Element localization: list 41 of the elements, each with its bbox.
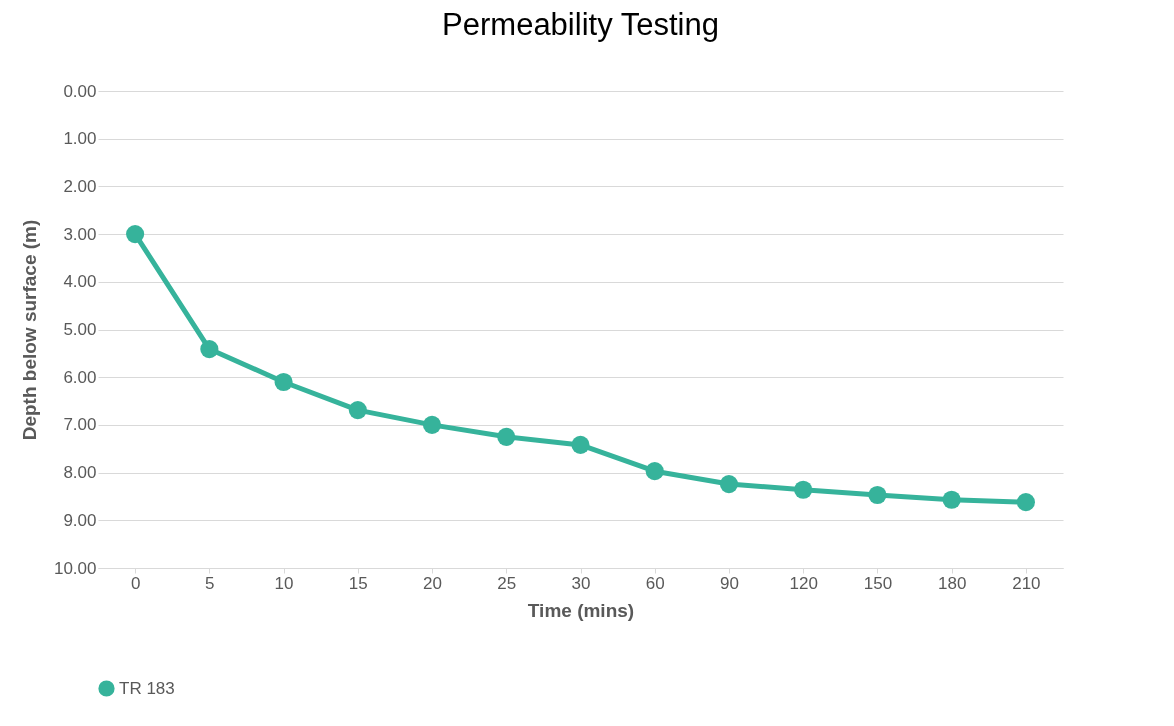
y-tick-label: 7.00 xyxy=(63,415,97,435)
y-tick-label: 1.00 xyxy=(63,129,97,149)
x-tick-label: 25 xyxy=(497,573,517,593)
point xyxy=(422,415,442,434)
y-tick-label: 4.00 xyxy=(63,272,97,292)
point xyxy=(645,462,664,481)
x-tick-label: 180 xyxy=(937,573,967,593)
point xyxy=(868,485,887,505)
point xyxy=(942,490,961,509)
point xyxy=(497,427,516,446)
y-tick-label: 5.00 xyxy=(63,320,97,339)
y-tick-label: 6.00 xyxy=(63,367,97,387)
legend-label: TR 183 xyxy=(119,678,175,698)
y-tick-label: 2.00 xyxy=(63,176,97,196)
point xyxy=(719,474,739,494)
x-tick-label: 10 xyxy=(274,573,294,593)
y-tick-label: 3.00 xyxy=(63,224,97,244)
y-tick-label: 10.00 xyxy=(53,558,97,578)
x-tick-label: 90 xyxy=(720,573,739,593)
x-tick-label: 30 xyxy=(571,573,591,593)
point xyxy=(274,372,293,392)
point xyxy=(126,225,145,244)
point xyxy=(200,339,219,359)
point xyxy=(571,435,590,454)
x-tick-label: 20 xyxy=(423,573,442,593)
x-axis-title: Time (mins) xyxy=(527,599,635,621)
x-tick-label: 5 xyxy=(205,573,215,593)
point xyxy=(1016,493,1035,512)
y-tick-label: 9.00 xyxy=(63,510,97,530)
y-tick-label: 0.00 xyxy=(63,81,97,101)
x-tick-label: 0 xyxy=(130,573,141,593)
chart-title: Permeability Testing xyxy=(442,7,719,42)
x-tick-label: 150 xyxy=(863,573,893,593)
x-tick-label: 15 xyxy=(348,573,368,593)
y-axis-title: Depth below surface (m) xyxy=(18,219,40,441)
x-tick-label: 120 xyxy=(789,573,818,593)
point xyxy=(794,480,813,499)
point xyxy=(348,401,367,420)
x-tick-label: 210 xyxy=(1012,573,1041,593)
y-tick-label: 8.00 xyxy=(63,463,97,483)
x-tick-label: 60 xyxy=(645,573,665,593)
